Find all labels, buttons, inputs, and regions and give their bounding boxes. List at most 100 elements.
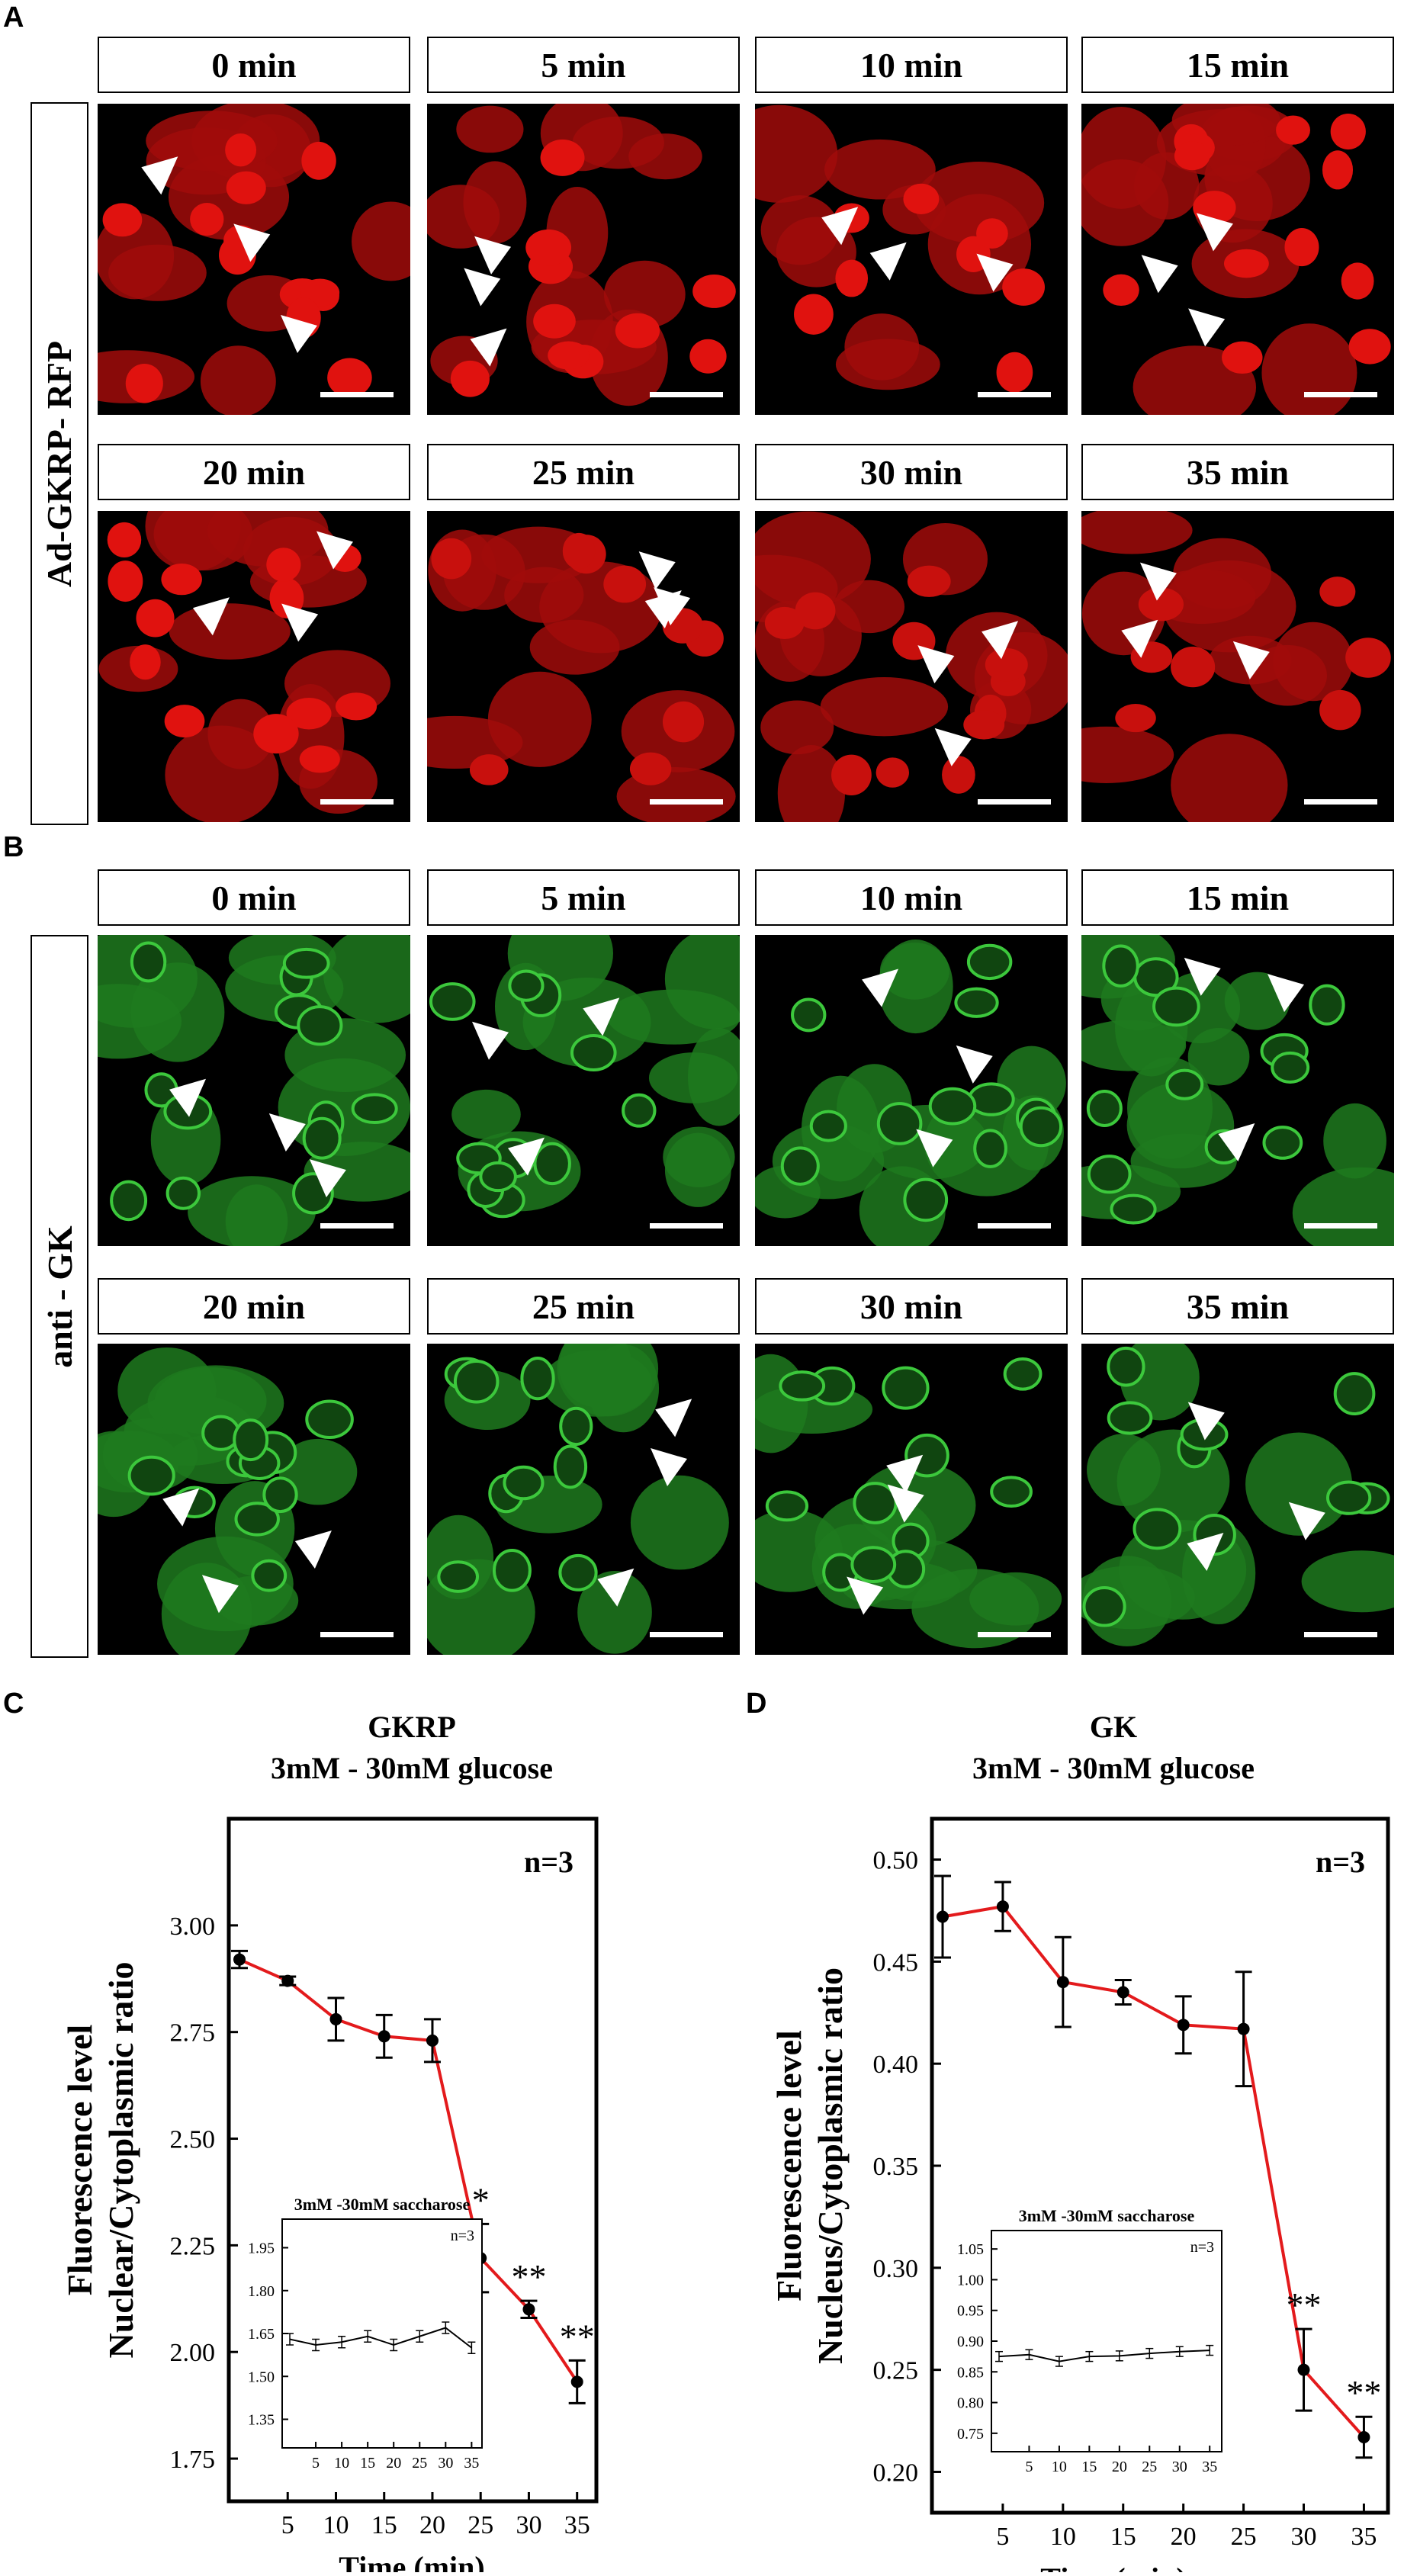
x-tick-label: 10 [1050,2523,1076,2551]
chart-gkrp: GKRP 3mM - 30mM glucose Fluorescence level… [0,1693,732,2576]
y-tick-label: 0.45 [873,1948,919,1977]
inset-y-tick-label: 1.35 [248,2412,275,2429]
x-tick-label: 10 [323,2511,349,2539]
x-tick-label: 35 [564,2511,590,2539]
y-tick-label: 2.50 [170,2126,216,2154]
inset-x-tick-label: 5 [1025,2459,1033,2475]
inset-series-line [289,2327,472,2349]
inset-y-tick-label: 1.05 [957,2241,984,2258]
gk-micrograph [98,1344,410,1655]
chart-title: GK [1090,1710,1137,1744]
inset-n-label: n=3 [451,2228,474,2244]
y-tick-label: 2.25 [170,2232,216,2260]
x-tick-label: 20 [1171,2523,1197,2551]
x-tick-label: 20 [419,2511,445,2539]
inset-y-tick-label: 0.75 [957,2426,984,2443]
gkrp-micrograph [427,511,740,822]
time-label: 15 min [1081,37,1394,93]
y-axis-label-line: Fluorescence level [60,2025,99,2296]
data-point [937,1910,949,1923]
gk-micrograph [1081,1344,1394,1655]
row-label-gkrp: Ad-GKRP- RFP [31,102,88,825]
inset-x-tick-label: 15 [360,2455,375,2472]
gkrp-micrograph [98,511,410,822]
gkrp-micrograph [1081,511,1394,822]
y-axis-label-line: Fluorescence level [769,2030,808,2301]
gkrp-micrograph [427,104,740,415]
inset-y-tick-label: 1.80 [248,2283,275,2300]
inset-y-tick-label: 1.50 [248,2369,275,2385]
data-point [1177,2019,1190,2032]
y-tick-label: 2.00 [170,2339,216,2367]
inset-x-tick-label: 30 [1172,2459,1187,2475]
inset-y-tick-label: 1.00 [957,2272,984,2289]
inset-x-tick-label: 10 [1052,2459,1067,2475]
time-label: 5 min [427,869,740,926]
data-point [522,2303,535,2316]
time-label: 10 min [755,37,1068,93]
gk-micrograph [755,935,1068,1246]
chart-svg: GK 3mM - 30mM glucose Fluorescence level Nu… [769,1710,1390,2576]
data-point [329,2012,342,2025]
time-label: 25 min [427,444,740,500]
inset-y-tick-label: 0.85 [957,2364,984,2381]
y-tick-label: 3.00 [170,1913,216,1941]
inset-y-tick-label: 1.95 [248,2240,275,2257]
significance-marker: ** [1287,2285,1322,2324]
chart-subtitle: 3mM - 30mM glucose [972,1751,1255,1785]
inset-x-tick-label: 35 [464,2455,479,2472]
time-label: 20 min [98,1278,410,1335]
x-tick-label: 35 [1351,2523,1377,2551]
significance-marker: ** [511,2257,546,2296]
inset-title: 3mM -30mM saccharose [294,2195,471,2214]
inset-y-tick-label: 0.80 [957,2395,984,2412]
gkrp-micrograph [755,104,1068,415]
gk-micrograph [1081,935,1394,1246]
y-tick-label: 0.30 [873,2255,919,2283]
time-label: 15 min [1081,869,1394,926]
inset-title: 3mM -30mM saccharose [1019,2206,1195,2225]
data-point [1056,1976,1069,1989]
x-tick-label: 30 [1291,2523,1317,2551]
x-tick-label: 30 [516,2511,541,2539]
inset-y-tick-label: 0.95 [957,2303,984,2320]
chart-svg: GKRP 3mM - 30mM glucose Fluorescence level… [60,1710,599,2576]
data-point [996,1900,1009,1913]
inset-n-label: n=3 [1190,2239,1214,2256]
time-label: 0 min [98,869,410,926]
gk-micrograph [98,935,410,1246]
time-label: 20 min [98,444,410,500]
y-tick-label: 0.35 [873,2153,919,2181]
y-axis-label: Fluorescence level Nucleus/Cytoplasmic ra… [769,1967,850,2364]
data-point [233,1953,246,1966]
significance-marker: * [472,2180,490,2219]
panel-label-a: A [3,2,24,34]
time-label: 25 min [427,1278,740,1335]
series-line [942,1904,1365,2439]
y-axis-label-line: Nuclear/Cytoplasmic ratio [101,1962,140,2359]
inset-x-tick-label: 35 [1202,2459,1217,2475]
time-label: 30 min [755,444,1068,500]
data-point [378,2030,390,2043]
gk-micrograph [427,1344,740,1655]
inset-y-tick-label: 1.65 [248,2326,275,2343]
plot-frame [227,1816,599,2504]
data-point [281,1974,294,1987]
inset-x-tick-label: 25 [1142,2459,1157,2475]
time-label: 5 min [427,37,740,93]
row-label-gk: anti - GK [31,935,88,1658]
inset-x-tick-label: 10 [334,2455,349,2472]
inset-x-tick-label: 20 [386,2455,401,2472]
significance-marker: ** [1346,2373,1381,2412]
y-tick-label: 0.50 [873,1847,919,1875]
gkrp-micrograph [1081,104,1394,415]
gkrp-micrograph [98,104,410,415]
data-point [1116,1986,1129,1999]
x-tick-label: 15 [1110,2523,1136,2551]
data-point [570,2375,583,2388]
significance-marker: ** [560,2317,595,2356]
y-tick-label: 0.25 [873,2357,919,2385]
inset-x-tick-label: 15 [1081,2459,1097,2475]
inset-y-tick-label: 0.90 [957,2333,984,2350]
data-point [426,2034,439,2047]
